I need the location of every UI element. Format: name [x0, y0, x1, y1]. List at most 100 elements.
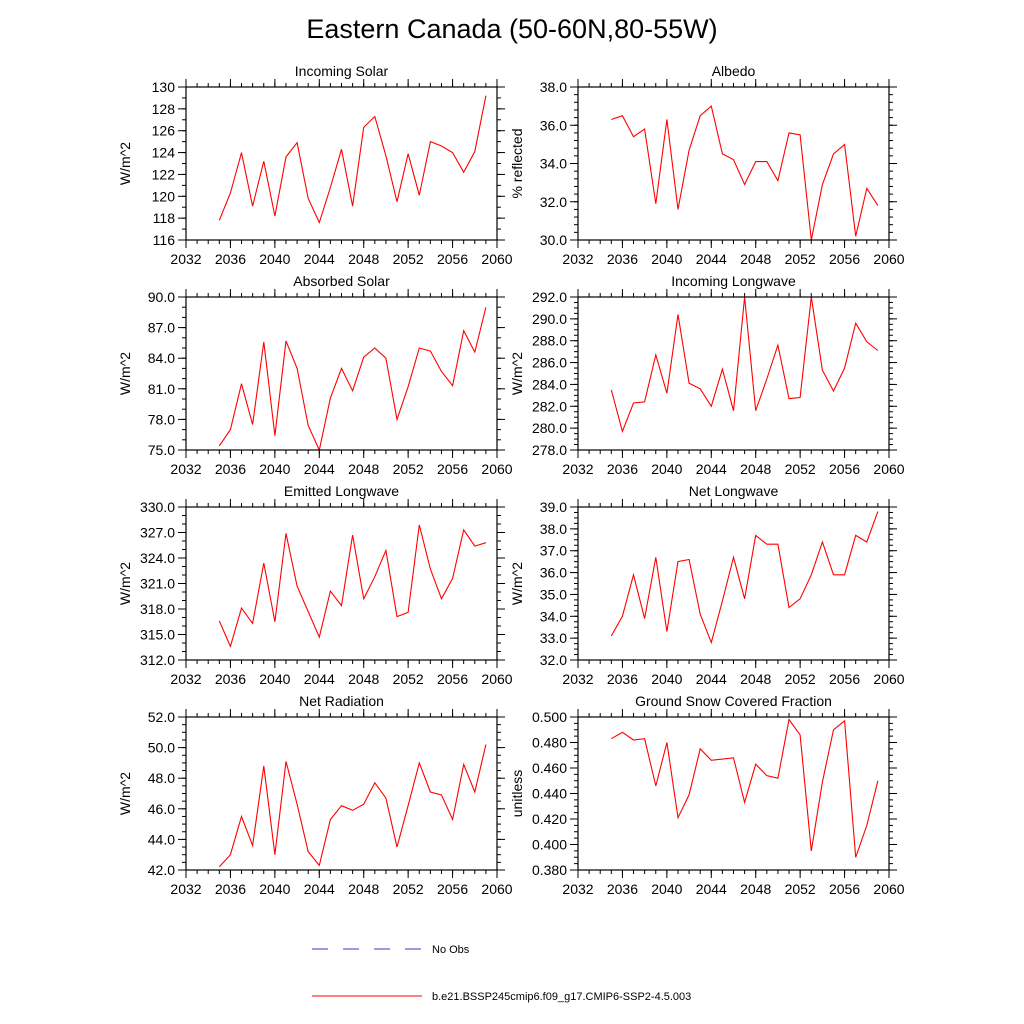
x-tick-label: 2044 — [304, 881, 335, 897]
x-tick-label: 2056 — [437, 671, 468, 687]
y-tick-label: 37.0 — [540, 543, 567, 559]
plot-frame — [577, 716, 890, 871]
x-tick-label: 2060 — [481, 881, 512, 897]
y-tick-label: 38.0 — [540, 79, 567, 95]
y-tick-label: 284.0 — [532, 376, 567, 392]
panel-title: Net Longwave — [689, 483, 779, 499]
y-tick-label: 90.0 — [148, 289, 175, 305]
x-tick-label: 2060 — [481, 251, 512, 267]
y-tick-label: 32.0 — [540, 652, 567, 668]
x-tick-label: 2040 — [259, 671, 290, 687]
x-tick-label: 2056 — [437, 461, 468, 477]
panel-0: Incoming Solar W/m^2 116 118 120 122 124 126 128… — [117, 63, 513, 267]
y-tick-label: 78.0 — [148, 411, 175, 427]
x-tick-label: 2032 — [562, 671, 593, 687]
y-axis-label: unitless — [509, 770, 525, 817]
y-tick-label: 0.440 — [532, 786, 567, 802]
y-tick-label: 38.0 — [540, 521, 567, 537]
x-tick-label: 2048 — [348, 251, 379, 267]
plot-frame — [577, 296, 890, 451]
y-tick-label: 0.480 — [532, 735, 567, 751]
x-tick-label: 2032 — [562, 881, 593, 897]
x-tick-label: 2040 — [651, 881, 682, 897]
y-tick-label: 286.0 — [532, 355, 567, 371]
series-line — [611, 105, 879, 241]
x-tick-label: 2052 — [393, 251, 424, 267]
x-tick-label: 2048 — [348, 881, 379, 897]
series-line — [218, 307, 487, 452]
x-tick-label: 2036 — [607, 671, 638, 687]
legend-label-model-run: b.e21.BSSP245cmip6.f09_g17.CMIP6-SSP2-4.… — [432, 991, 691, 1003]
series-line — [218, 744, 487, 868]
x-tick-label: 2060 — [481, 671, 512, 687]
y-tick-label: 42.0 — [148, 862, 175, 878]
y-tick-label: 30.0 — [540, 232, 567, 248]
x-tick-label: 2032 — [170, 881, 201, 897]
panel-title: Albedo — [712, 63, 756, 79]
x-tick-label: 2056 — [829, 461, 860, 477]
y-tick-label: 321.0 — [140, 576, 175, 592]
y-tick-label: 87.0 — [148, 320, 175, 336]
series-line — [218, 524, 487, 649]
y-tick-label: 280.0 — [532, 420, 567, 436]
y-tick-label: 288.0 — [532, 333, 567, 349]
y-tick-label: 44.0 — [148, 831, 175, 847]
x-tick-label: 2048 — [740, 251, 771, 267]
x-tick-label: 2048 — [348, 461, 379, 477]
panel-title: Net Radiation — [299, 693, 384, 709]
panel-title: Ground Snow Covered Fraction — [635, 693, 832, 709]
x-tick-label: 2036 — [215, 251, 246, 267]
x-tick-label: 2060 — [873, 881, 904, 897]
x-tick-label: 2036 — [607, 881, 638, 897]
y-tick-label: 36.0 — [540, 565, 567, 581]
x-tick-label: 2032 — [170, 251, 201, 267]
panel-title: Emitted Longwave — [284, 483, 399, 499]
x-tick-label: 2048 — [740, 461, 771, 477]
y-tick-label: 312.0 — [140, 652, 175, 668]
x-tick-label: 2032 — [170, 461, 201, 477]
x-tick-label: 2044 — [696, 461, 727, 477]
y-tick-label: 327.0 — [140, 525, 175, 541]
x-tick-label: 2048 — [740, 881, 771, 897]
y-tick-label: 36.0 — [540, 117, 567, 133]
y-tick-label: 330.0 — [140, 499, 175, 515]
x-tick-label: 2040 — [259, 461, 290, 477]
x-tick-label: 2044 — [696, 671, 727, 687]
plot-frame — [185, 296, 498, 451]
x-tick-label: 2036 — [215, 671, 246, 687]
y-tick-label: 278.0 — [532, 442, 567, 458]
x-tick-label: 2052 — [393, 461, 424, 477]
x-tick-label: 2044 — [304, 461, 335, 477]
y-tick-label: 290.0 — [532, 311, 567, 327]
plot-frame — [577, 506, 890, 661]
x-tick-label: 2044 — [696, 251, 727, 267]
x-tick-label: 2040 — [651, 461, 682, 477]
panel-2: Absorbed Solar W/m^2 75.0 78.0 81.0 84.0 87.0 9… — [117, 273, 513, 477]
x-tick-label: 2036 — [215, 461, 246, 477]
y-tick-label: 124 — [152, 145, 176, 161]
series-line — [611, 718, 879, 858]
x-tick-label: 2032 — [562, 461, 593, 477]
y-tick-label: 128 — [152, 101, 176, 117]
panel-5: Net Longwave W/m^2 32.0 33.0 34.0 35.0 36.0 37.… — [509, 483, 905, 687]
y-axis-label: W/m^2 — [509, 562, 525, 605]
x-tick-label: 2036 — [607, 461, 638, 477]
panel-6: Net Radiation W/m^2 42.0 44.0 46.0 48.0 50.0 52… — [117, 693, 513, 897]
plot-frame — [577, 86, 890, 241]
y-tick-label: 292.0 — [532, 289, 567, 305]
y-tick-label: 120 — [152, 188, 176, 204]
panel-1: Albedo % reflected 30.0 32.0 34.0 36.0 38.0 203… — [509, 63, 905, 267]
x-tick-label: 2056 — [437, 881, 468, 897]
y-tick-label: 315.0 — [140, 627, 175, 643]
panel-grid: Incoming Solar W/m^2 116 118 120 122 124 126 128… — [117, 63, 905, 897]
plot-frame — [185, 506, 498, 661]
y-axis-label: W/m^2 — [117, 142, 133, 185]
series-line — [610, 511, 879, 645]
x-tick-label: 2044 — [304, 671, 335, 687]
y-axis-label: W/m^2 — [117, 562, 133, 605]
y-axis-label: W/m^2 — [117, 772, 133, 815]
y-tick-label: 34.0 — [540, 156, 567, 172]
y-tick-label: 0.400 — [532, 837, 567, 853]
x-tick-label: 2048 — [348, 671, 379, 687]
plot-frame — [185, 86, 498, 241]
